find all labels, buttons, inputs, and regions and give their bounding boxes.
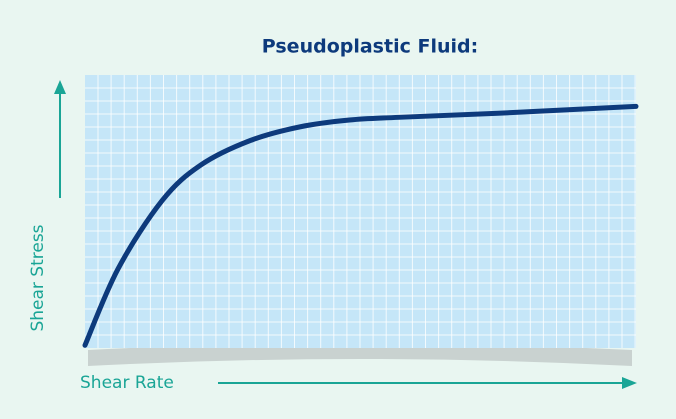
y-arrow-head [54,80,66,94]
x-arrow-head [622,377,637,389]
y-axis-label: Shear Stress [28,224,48,331]
chart-title: Pseudoplastic Fluid: [262,36,478,58]
x-axis-label: Shear Rate [80,373,174,393]
grid [85,75,636,348]
line [82,103,639,348]
shadow [88,343,632,366]
